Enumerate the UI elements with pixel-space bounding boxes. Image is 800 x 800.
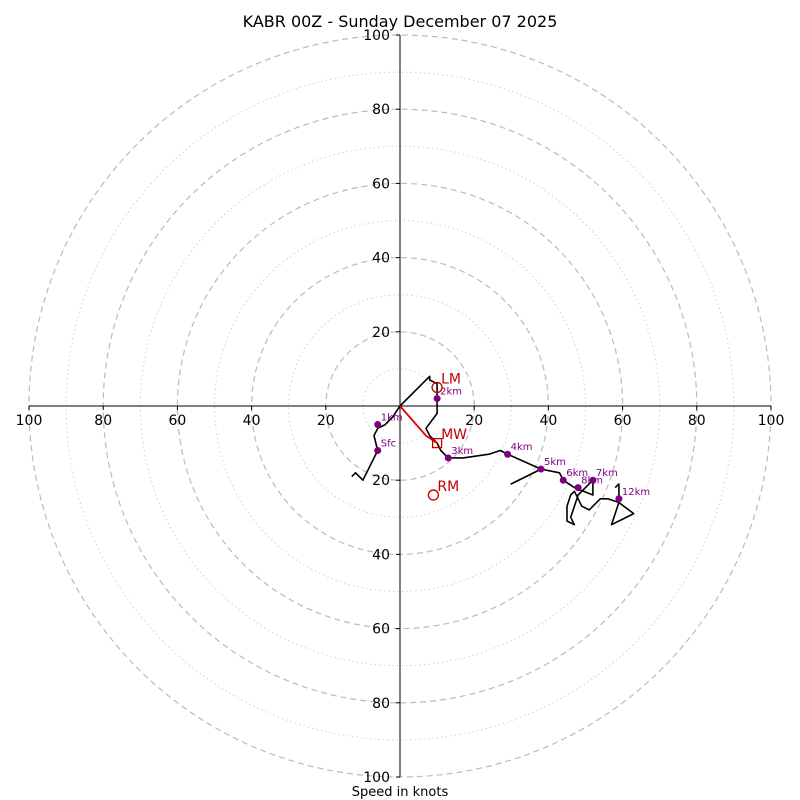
height-label: 4km: [511, 442, 533, 453]
storm-motion-markers: LM MW RM: [427, 371, 467, 501]
height-point: [574, 484, 582, 492]
height-point: [374, 421, 382, 429]
height-point: [615, 495, 623, 503]
height-point: [444, 454, 452, 462]
height-point: [504, 450, 512, 458]
height-label: 12km: [622, 487, 650, 498]
x-tick-label: 20: [317, 413, 335, 429]
storm-motion-marker: [431, 381, 443, 394]
height-label: 7km: [596, 468, 618, 479]
y-tick-label: 40: [372, 251, 390, 267]
y-tick-label: 60: [372, 622, 390, 638]
x-tick-label: 20: [465, 413, 483, 429]
storm-motion-label: RM: [437, 479, 459, 495]
x-tick-label: 40: [539, 413, 557, 429]
x-tick-label: 80: [688, 413, 706, 429]
height-label: 1km: [381, 413, 403, 424]
hodograph-line: [351, 375, 635, 526]
height-points: Sfc1km2km3km4km5km6km8km7km12km: [374, 387, 650, 503]
x-tick-label: 100: [16, 413, 43, 429]
x-tick-label: 40: [243, 413, 261, 429]
y-tick-label: 100: [363, 770, 390, 786]
y-tick-label: 20: [372, 325, 390, 341]
height-point: [589, 476, 597, 484]
height-point: [433, 395, 441, 403]
y-tick-label: 80: [372, 696, 390, 712]
chart-title: KABR 00Z - Sunday December 07 2025: [243, 12, 558, 31]
height-label: 5km: [544, 457, 566, 468]
height-label: Sfc: [381, 439, 396, 450]
height-label: 6km: [566, 468, 588, 479]
x-axis-label: Speed in knots: [352, 785, 449, 800]
y-tick-label: 80: [372, 102, 390, 118]
height-point: [537, 465, 545, 473]
height-point: [559, 476, 567, 484]
mean-wind-marker: [431, 437, 443, 449]
y-tick-label: 60: [372, 176, 390, 192]
height-label: 3km: [451, 446, 473, 457]
y-tick-label: 20: [372, 473, 390, 489]
storm-motion-marker: [427, 489, 440, 501]
y-tick-label: 40: [372, 547, 390, 563]
storm-motion-label: MW: [441, 427, 467, 443]
height-label: 2km: [440, 387, 462, 398]
mean-wind-line: [399, 405, 438, 444]
tick-labels: 100 100 80 80 60 60 40 40 20 20 20 20 40 40 60 60 80 80 10…: [16, 28, 785, 786]
x-tick-label: 60: [168, 413, 186, 429]
x-tick-label: 100: [758, 413, 785, 429]
hodograph-trace: [351, 375, 635, 526]
x-tick-label: 80: [94, 413, 112, 429]
y-tick-label: 100: [363, 28, 390, 44]
storm-motion-label: LM: [441, 371, 461, 387]
height-point: [374, 447, 382, 455]
x-tick-label: 60: [614, 413, 632, 429]
